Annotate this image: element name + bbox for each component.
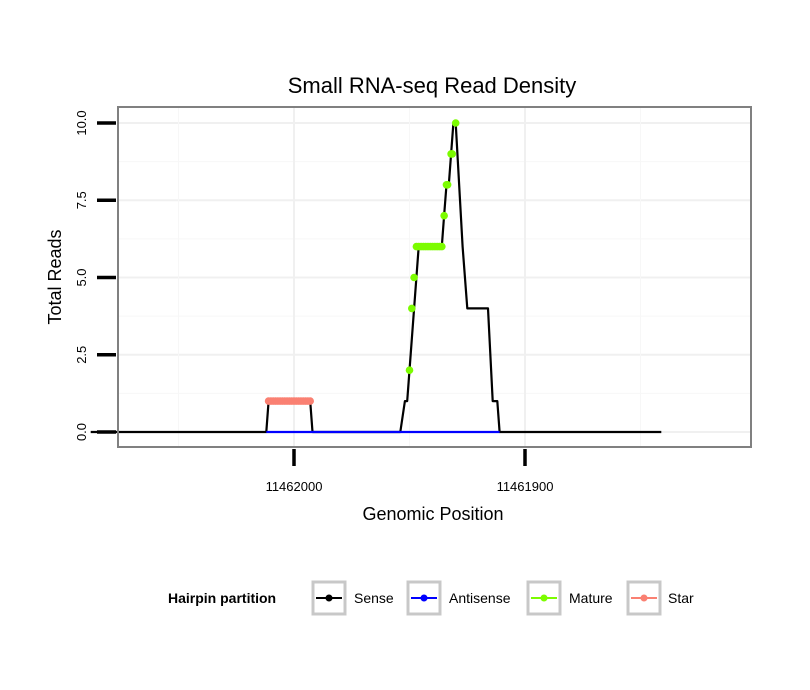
legend-item-star: Star: [626, 580, 694, 616]
data-point-mature: [440, 211, 448, 220]
data-point-star: [306, 397, 314, 405]
data-point-mature: [443, 181, 452, 189]
legend-label-sense: Sense: [354, 590, 394, 606]
series-layer: [90, 119, 662, 434]
data-point-mature: [448, 150, 457, 158]
x-axis-title: Genomic Position: [362, 504, 503, 524]
series-star: [264, 397, 314, 405]
legend-items: Sense Antisense Mature Star: [311, 580, 694, 616]
data-point-mature: [438, 242, 446, 251]
legend-label-mature: Mature: [569, 590, 613, 606]
y-tick-label: 5.0: [74, 268, 89, 286]
y-tick-label: 10.0: [74, 110, 89, 135]
y-tick-label: 7.5: [74, 191, 89, 209]
data-point-mature: [451, 119, 460, 127]
legend-item-sense: Sense: [311, 580, 394, 616]
x-tick-label: 11461900: [497, 479, 554, 494]
panel-border: [117, 106, 752, 448]
legend-title: Hairpin partition: [168, 590, 276, 606]
legend-label-antisense: Antisense: [449, 590, 511, 606]
series-mature: [405, 119, 460, 375]
legend: Hairpin partition Sense Antisense Mature St…: [168, 580, 694, 616]
legend-key-marker: [420, 594, 428, 602]
legend-item-antisense: Antisense: [406, 580, 511, 616]
data-point-mature: [405, 366, 414, 375]
data-point-mature: [410, 273, 418, 282]
data-point-mature: [408, 304, 416, 313]
legend-item-mature: Mature: [526, 580, 613, 616]
y-tick-label: 2.5: [74, 346, 89, 364]
x-tick-label: 11462000: [266, 479, 323, 494]
legend-key-marker: [640, 594, 648, 602]
grid: [118, 107, 751, 447]
legend-key-marker: [540, 594, 548, 602]
legend-label-star: Star: [668, 590, 694, 606]
legend-key-marker: [325, 594, 333, 602]
x-axis: 11462000 11461900: [266, 449, 554, 494]
plot-panel: [90, 106, 752, 448]
y-axis: 0.0 2.5 5.0 7.5 10.0: [74, 110, 116, 441]
y-tick-label: 0.0: [74, 423, 89, 441]
chart-title: Small RNA-seq Read Density: [288, 73, 577, 98]
y-axis-title: Total Reads: [45, 229, 65, 324]
